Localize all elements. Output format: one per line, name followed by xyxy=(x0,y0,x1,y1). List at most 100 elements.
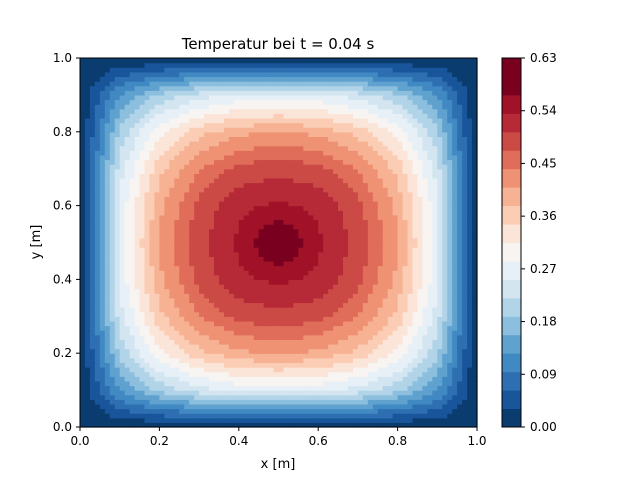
heatmap-cell xyxy=(437,390,477,428)
heatmap-cell xyxy=(398,95,438,132)
colorbar-band xyxy=(502,335,521,354)
heatmap-cell xyxy=(159,169,199,207)
heatmap-cell xyxy=(239,132,279,169)
heatmap-cell xyxy=(358,132,398,169)
colorbar-band xyxy=(502,409,521,428)
x-tick-label: 0.0 xyxy=(70,434,89,448)
colorbar-band xyxy=(502,390,521,409)
colorbar-tick-label: 0.36 xyxy=(530,209,557,223)
heatmap-cell xyxy=(318,279,358,317)
heatmap-cell xyxy=(80,58,120,96)
y-tick-label: 0.2 xyxy=(53,346,72,360)
x-tick-label: 0.8 xyxy=(388,434,407,448)
heatmap-cell xyxy=(120,316,160,354)
plot-area xyxy=(80,58,478,428)
heatmap-cell xyxy=(80,390,120,428)
heatmap-cell xyxy=(318,206,358,243)
heatmap-cell xyxy=(398,316,438,354)
heatmap-cell xyxy=(239,95,279,132)
heatmap-cell xyxy=(398,243,438,281)
heatmap-cell xyxy=(159,316,199,354)
heatmap-cell xyxy=(358,316,398,354)
heatmap-cell xyxy=(437,353,477,390)
heatmap-cell xyxy=(398,169,438,207)
heatmap-cell xyxy=(398,353,438,390)
heatmap-cell xyxy=(437,279,477,317)
heatmap-cell xyxy=(80,243,120,281)
heatmap-cell xyxy=(199,169,239,207)
heatmap-cell xyxy=(398,279,438,317)
heatmap-cell xyxy=(239,390,279,428)
heatmap-cell xyxy=(199,316,239,354)
heatmap-cell xyxy=(279,95,319,132)
heatmap-cell xyxy=(398,390,438,428)
colorbar-band xyxy=(502,298,521,317)
heatmap-cell xyxy=(358,169,398,207)
colorbar-band xyxy=(502,95,521,114)
heatmap-cell xyxy=(199,279,239,317)
heatmap-cell xyxy=(159,95,199,132)
heatmap-cell xyxy=(318,132,358,169)
colorbar-band xyxy=(502,58,521,77)
heatmap-cell xyxy=(120,206,160,243)
colorbar-tick-label: 0.18 xyxy=(530,315,557,329)
heatmap-cell xyxy=(318,58,358,96)
heatmap-cell xyxy=(437,58,477,96)
heatmap-cell xyxy=(437,206,477,243)
heatmap-cell xyxy=(199,132,239,169)
heatmap-cell xyxy=(318,169,358,207)
colorbar-band xyxy=(502,316,521,335)
colorbar-band xyxy=(502,353,521,372)
x-tick-label: 0.2 xyxy=(150,434,169,448)
heatmap-cell xyxy=(120,279,160,317)
colorbar-tick-label: 0.63 xyxy=(530,51,557,65)
heatmap-cell xyxy=(279,169,319,207)
y-tick-label: 0.6 xyxy=(53,199,72,213)
heatmap-cell xyxy=(437,169,477,207)
colorbar-tick-label: 0.00 xyxy=(530,420,557,434)
heatmap-cell xyxy=(199,390,239,428)
heatmap-cell xyxy=(279,390,319,428)
heatmap-cell xyxy=(437,95,477,132)
heatmap-cell xyxy=(120,95,160,132)
heatmap-cell xyxy=(398,206,438,243)
x-tick-label: 0.6 xyxy=(309,434,328,448)
heatmap-cell xyxy=(398,132,438,169)
heatmap-cell xyxy=(358,206,398,243)
heatmap-cell xyxy=(239,206,279,243)
heatmap-cell xyxy=(437,243,477,281)
heatmap-cell xyxy=(199,95,239,132)
heatmap-cell xyxy=(80,279,120,317)
heatmap-cell xyxy=(279,132,319,169)
x-tick-label: 0.4 xyxy=(229,434,248,448)
heatmap-cell xyxy=(159,390,199,428)
heatmap-cell xyxy=(279,316,319,354)
heatmap-cell xyxy=(358,353,398,390)
heatmap-cell xyxy=(199,243,239,281)
heatmap-cell xyxy=(398,58,438,96)
heatmap-cell xyxy=(318,243,358,281)
x-tick-label: 1.0 xyxy=(467,434,486,448)
colorbar-band xyxy=(502,372,521,391)
heatmap-cell xyxy=(358,95,398,132)
colorbar-band xyxy=(502,113,521,132)
heatmap-cell xyxy=(120,390,160,428)
heatmap-cell xyxy=(120,169,160,207)
heatmap-cell xyxy=(318,316,358,354)
colorbar-band xyxy=(502,279,521,298)
heatmap-cell xyxy=(159,132,199,169)
heatmap-cell xyxy=(239,243,279,281)
y-tick-label: 0.4 xyxy=(53,272,72,286)
y-tick-label: 0.8 xyxy=(53,125,72,139)
heatmap-cell xyxy=(120,58,160,96)
colorbar-band xyxy=(502,261,521,280)
heatmap-cell xyxy=(80,353,120,390)
y-axis-label: y [m] xyxy=(29,225,44,260)
heatmap-cell xyxy=(80,316,120,354)
colorbar-band xyxy=(502,76,521,95)
heatmap-cell xyxy=(279,206,319,243)
colorbar-tick-label: 0.54 xyxy=(530,104,557,118)
heatmap-cell xyxy=(318,353,358,390)
heatmap-cell xyxy=(239,169,279,207)
